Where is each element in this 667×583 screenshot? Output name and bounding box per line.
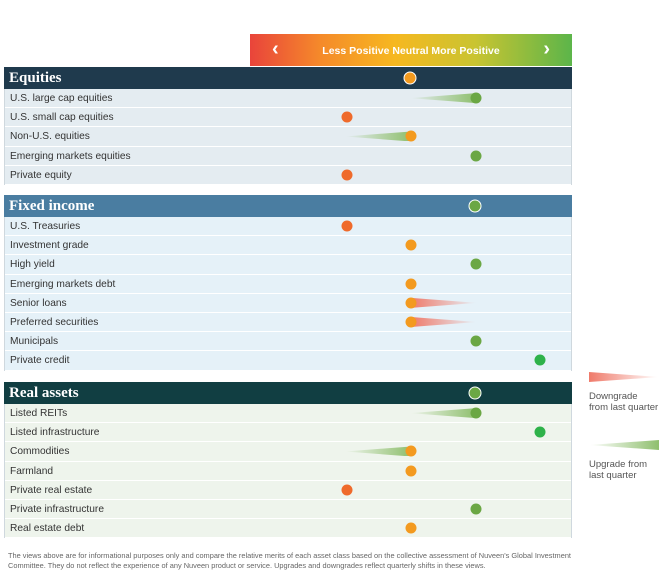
rating-dot [341, 220, 353, 232]
rating-dot [468, 199, 482, 213]
asset-class-label: Investment grade [10, 240, 89, 252]
table-row: Private equity [5, 165, 571, 185]
rating-dot [405, 522, 417, 534]
asset-class-label: Private credit [10, 355, 70, 367]
rating-dot [341, 111, 353, 123]
asset-class-label: Private equity [10, 169, 72, 181]
section-header: Fixed income [4, 195, 572, 217]
rating-dot [470, 407, 482, 419]
rating-dot [341, 169, 353, 181]
asset-class-label: Emerging markets debt [10, 278, 116, 290]
table-row: Non-U.S. equities [5, 127, 571, 147]
table-row: Private infrastructure [5, 499, 571, 520]
table-row: Commodities [5, 442, 571, 462]
rating-dot [470, 258, 482, 270]
section-rows: U.S. Treasuries Investment grade High yiel… [4, 217, 572, 371]
rating-dot [470, 335, 482, 347]
rating-dot [405, 316, 417, 328]
table-row: Listed infrastructure [5, 423, 571, 443]
table-row: Private real estate [5, 480, 571, 500]
upgrade-swatch [589, 440, 659, 450]
chevron-right-icon: › [543, 38, 550, 60]
rating-dot [470, 92, 482, 104]
asset-class-label: Non-U.S. equities [10, 131, 90, 143]
asset-class-label: Private real estate [10, 484, 93, 496]
section-real-assets: Real assets Listed REITs Listed infrastru… [4, 382, 572, 539]
upgrade-indicator [410, 93, 476, 104]
sentiment-scale-bar: ‹ Less Positive Neutral More Positive › [250, 34, 572, 66]
rating-dot [405, 465, 417, 477]
table-row: U.S. small cap equities [5, 108, 571, 128]
downgrade-indicator [411, 317, 477, 328]
asset-class-label: Senior loans [10, 297, 67, 309]
table-row: Municipals [5, 332, 571, 352]
section-header: Equities [4, 67, 572, 89]
section-fixed-income: Fixed income U.S. Treasuries Investment g… [4, 195, 572, 371]
rating-dot [470, 150, 482, 162]
table-row: Emerging markets equities [5, 146, 571, 166]
asset-class-label: Listed infrastructure [10, 427, 100, 439]
table-row: Investment grade [5, 236, 571, 256]
asset-class-label: U.S. small cap equities [10, 112, 114, 124]
rating-dot [470, 503, 482, 515]
table-row: High yield [5, 255, 571, 275]
asset-class-label: U.S. Treasuries [10, 221, 81, 232]
rating-dot [405, 130, 417, 142]
upgrade-indicator [410, 408, 476, 419]
rating-dot [468, 386, 482, 400]
table-row: Farmland [5, 461, 571, 481]
rating-dot [405, 239, 417, 251]
section-rows: Listed REITs Listed infrastructure Commodi… [4, 404, 572, 539]
asset-class-label: High yield [10, 259, 55, 271]
rating-dot [405, 278, 417, 290]
rating-dot [405, 297, 417, 309]
rating-dot [534, 426, 546, 438]
table-row: Private credit [5, 351, 571, 371]
chevron-left-icon: ‹ [272, 38, 279, 60]
downgrade-indicator [411, 297, 477, 308]
table-row: Preferred securities [5, 312, 571, 333]
footnote: The views above are for informational pu… [8, 551, 571, 570]
section-title: Equities [9, 70, 62, 86]
section-header: Real assets [4, 382, 572, 404]
rating-dot [341, 484, 353, 496]
rating-dot [403, 71, 417, 85]
legend-downgrade-label: Downgrade from last quarter [589, 391, 659, 413]
table-row: Real estate debt [5, 519, 571, 539]
downgrade-swatch [589, 372, 659, 382]
asset-class-label: Municipals [10, 336, 59, 348]
upgrade-indicator [345, 446, 411, 457]
asset-class-label: Emerging markets equities [10, 150, 131, 162]
asset-class-label: Private infrastructure [10, 503, 104, 515]
section-equities: Equities U.S. large cap equities U.S. sma… [4, 67, 572, 185]
asset-class-label: Preferred securities [10, 316, 99, 328]
asset-class-label: Listed REITs [10, 408, 68, 419]
table-row: Listed REITs [5, 404, 571, 424]
section-title: Real assets [9, 385, 79, 401]
rating-dot [405, 445, 417, 457]
section-title: Fixed income [9, 198, 95, 214]
asset-class-label: Real estate debt [10, 523, 85, 535]
section-rows: U.S. large cap equities U.S. small cap eq… [4, 89, 572, 185]
asset-class-label: Commodities [10, 446, 70, 458]
asset-class-label: U.S. large cap equities [10, 93, 113, 104]
upgrade-indicator [345, 131, 411, 142]
table-row: Senior loans [5, 293, 571, 313]
legend-upgrade-label: Upgrade from last quarter [589, 459, 648, 481]
scale-labels: Less Positive Neutral More Positive [322, 45, 500, 57]
asset-class-label: Farmland [10, 465, 54, 477]
table-row: Emerging markets debt [5, 274, 571, 294]
table-row: U.S. large cap equities [5, 89, 571, 109]
rating-dot [534, 354, 546, 366]
table-row: U.S. Treasuries [5, 217, 571, 237]
